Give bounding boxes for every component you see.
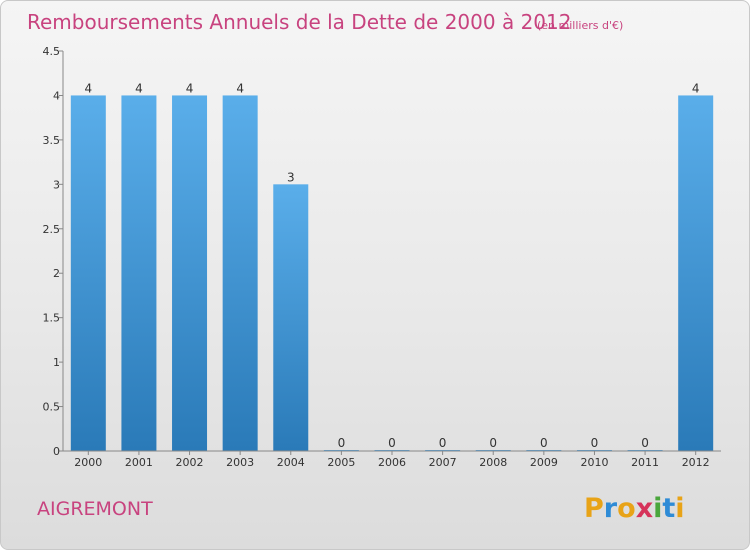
chart-subtitle: (en milliers d'€) <box>537 19 623 32</box>
logo-letter: t <box>662 493 675 524</box>
x-tick-label-2008: 2008 <box>479 456 507 469</box>
y-tick-label: 0.5 <box>43 401 61 414</box>
logo-letter: r <box>604 493 618 524</box>
logo-letter: o <box>617 493 636 524</box>
y-tick-label: 2.5 <box>43 223 61 236</box>
bar-2003 <box>222 95 258 451</box>
y-tick-label: 0 <box>53 445 60 458</box>
bar-2004 <box>273 184 309 452</box>
bars: 4 4 4 4 3 0 0 0 0 0 0 0 4 <box>70 81 714 452</box>
proxiti-logo: Proxiti <box>584 493 685 524</box>
x-axis: 2000 2001 2002 2003 2004 2005 2006 2007 2008 2009… <box>63 450 721 469</box>
x-tick-label-2007: 2007 <box>429 456 457 469</box>
y-tick-label: 2 <box>53 267 60 280</box>
data-label-2001: 4 <box>135 81 143 95</box>
x-tick-label-2009: 2009 <box>530 456 558 469</box>
x-tick-label-2011: 2011 <box>631 456 659 469</box>
y-tick-label: 4 <box>53 89 60 102</box>
data-label-2005: 0 <box>338 436 346 450</box>
y-axis: 0 0.5 1 1.5 2 2.5 3 3.5 4 4.5 <box>43 45 64 458</box>
y-tick-label: 4.5 <box>43 45 61 58</box>
logo-letter: i <box>653 493 662 524</box>
data-label-2000: 4 <box>84 81 92 95</box>
data-label-2011: 0 <box>641 436 649 450</box>
x-tick-label-2000: 2000 <box>74 456 102 469</box>
logo-letter: P <box>584 493 604 524</box>
x-tick-label-2005: 2005 <box>327 456 355 469</box>
x-tick-label-2004: 2004 <box>277 456 305 469</box>
bar-2012 <box>678 95 714 451</box>
y-tick-label: 1 <box>53 356 60 369</box>
data-label-2002: 4 <box>186 81 194 95</box>
data-label-2012: 4 <box>692 81 700 95</box>
y-tick-label: 3.5 <box>43 134 61 147</box>
y-tick-label: 3 <box>53 178 60 191</box>
x-tick-label-2010: 2010 <box>580 456 608 469</box>
data-label-2008: 0 <box>489 436 497 450</box>
bar-2001 <box>121 95 157 451</box>
data-label-2009: 0 <box>540 436 548 450</box>
commune-name: AIGREMONT <box>37 498 153 520</box>
data-label-2006: 0 <box>388 436 396 450</box>
x-tick-label-2012: 2012 <box>682 456 710 469</box>
data-label-2007: 0 <box>439 436 447 450</box>
data-label-2003: 4 <box>236 81 244 95</box>
data-label-2010: 0 <box>591 436 599 450</box>
logo-letter: i <box>675 493 684 524</box>
bar-2002 <box>172 95 208 451</box>
bar-2000 <box>70 95 106 451</box>
x-tick-label-2006: 2006 <box>378 456 406 469</box>
logo-letter: x <box>636 493 653 524</box>
x-tick-label-2003: 2003 <box>226 456 254 469</box>
data-label-2004: 3 <box>287 170 295 184</box>
y-tick-label: 1.5 <box>43 312 61 325</box>
x-tick-label-2001: 2001 <box>125 456 153 469</box>
chart-title: Remboursements Annuels de la Dette de 20… <box>27 10 571 34</box>
x-tick-label-2002: 2002 <box>176 456 204 469</box>
